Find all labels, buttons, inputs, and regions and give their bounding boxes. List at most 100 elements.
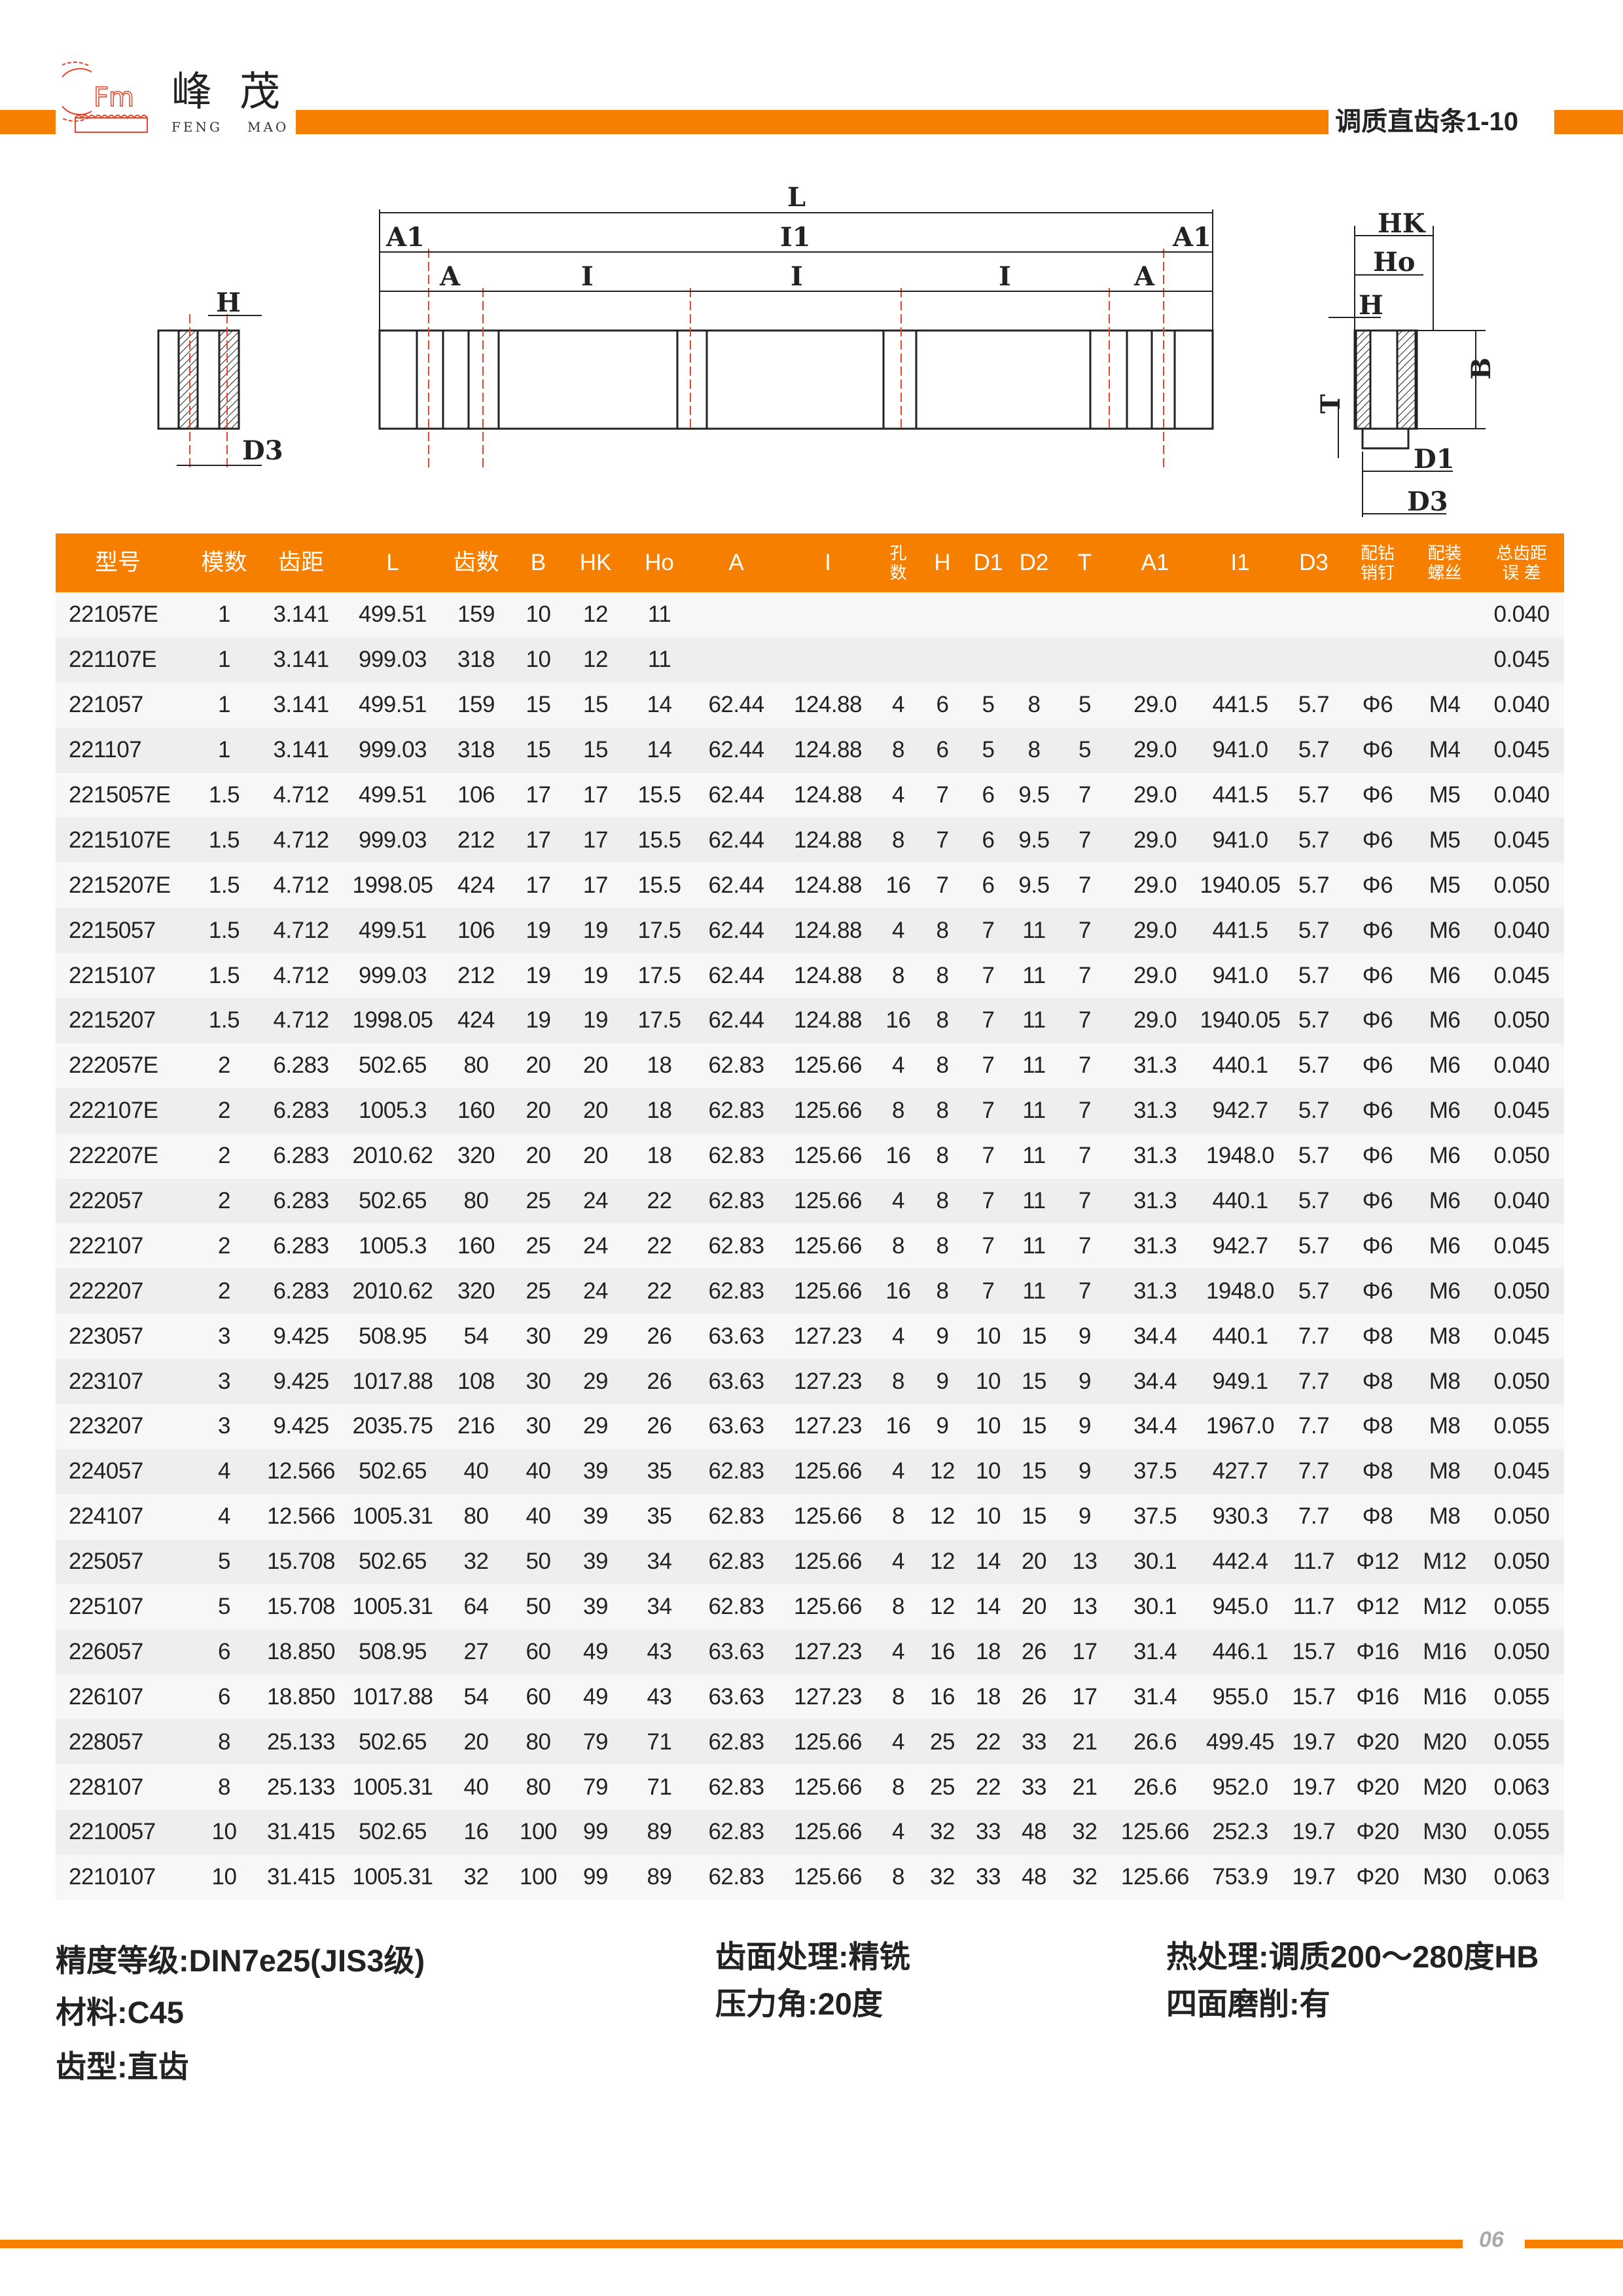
table-row: 2215207E 1.5 4.712 1998.05 424 17 17 15.5 62.44 1…: [56, 863, 1564, 908]
table-cell: 7: [1057, 1268, 1113, 1314]
table-cell: 4: [877, 772, 919, 818]
table-cell: M6: [1410, 908, 1479, 954]
model-number-cell: 2215207: [56, 998, 190, 1043]
table-cell: 22: [625, 1268, 694, 1314]
table-cell: [1410, 592, 1479, 637]
table-cell: 0.040: [1479, 908, 1564, 954]
table-cell: M6: [1410, 1223, 1479, 1269]
table-cell: 17: [1057, 1629, 1113, 1675]
table-cell: 4: [190, 1494, 259, 1539]
table-cell: 20: [510, 1088, 566, 1134]
table-cell: 125.66: [779, 1494, 877, 1539]
table-cell: 0.040: [1479, 1043, 1564, 1088]
table-cell: Φ6: [1345, 1178, 1410, 1224]
table-cell: 10: [190, 1810, 259, 1855]
table-cell: Φ20: [1345, 1765, 1410, 1810]
table-cell: 15.708: [259, 1539, 344, 1585]
table-cell: 16: [919, 1629, 965, 1675]
model-number-cell: 224107: [56, 1494, 190, 1539]
table-cell: 1940.05: [1198, 998, 1283, 1043]
table-cell: 7: [965, 1043, 1011, 1088]
table-cell: Φ8: [1345, 1494, 1410, 1539]
table-cell: 20: [1011, 1584, 1057, 1630]
table-cell: 39: [566, 1539, 625, 1585]
table-cell: 62.83: [694, 1719, 779, 1765]
table-cell: 19.7: [1283, 1854, 1345, 1900]
dim-label-a1-right: A1: [1172, 222, 1211, 253]
table-cell: 4: [877, 1539, 919, 1585]
table-cell: 9: [1057, 1494, 1113, 1539]
table-cell: 4.712: [259, 953, 344, 999]
table-cell: 16: [919, 1674, 965, 1720]
table-cell: M16: [1410, 1674, 1479, 1720]
column-header: D2: [1011, 533, 1057, 592]
table-cell: 125.66: [779, 1223, 877, 1269]
table-cell: 19: [566, 998, 625, 1043]
model-number-cell: 228057: [56, 1719, 190, 1765]
table-cell: 1940.05: [1198, 863, 1283, 908]
table-cell: 6: [965, 817, 1011, 863]
table-cell: 5.7: [1283, 727, 1345, 773]
table-cell: 79: [566, 1765, 625, 1810]
table-cell: 2: [190, 1268, 259, 1314]
table-cell: 8: [919, 998, 965, 1043]
table-cell: 6.283: [259, 1268, 344, 1314]
table-cell: 5.7: [1283, 908, 1345, 954]
table-cell: 33: [1011, 1719, 1057, 1765]
table-cell: 10: [965, 1314, 1011, 1359]
table-cell: 49: [566, 1674, 625, 1720]
table-cell: 48: [1011, 1854, 1057, 1900]
table-cell: M6: [1410, 953, 1479, 999]
table-cell: 18: [965, 1674, 1011, 1720]
table-cell: 80: [442, 1494, 510, 1539]
table-cell: 124.88: [779, 817, 877, 863]
table-row: 221107 1 3.141 999.03 318 15 15 14 62.44 124.88 8 6…: [56, 727, 1564, 773]
table-cell: 15: [510, 682, 566, 728]
table-cell: 10: [190, 1854, 259, 1900]
dim-label-d3-right: D3: [1407, 486, 1448, 517]
table-cell: 11: [1011, 1223, 1057, 1269]
table-cell: 7: [965, 908, 1011, 954]
table-cell: 124.88: [779, 908, 877, 954]
table-cell: [1410, 637, 1479, 683]
column-header: B: [510, 533, 566, 592]
table-cell: M8: [1410, 1404, 1479, 1449]
table-cell: 62.83: [694, 1810, 779, 1855]
table-cell: 39: [566, 1448, 625, 1494]
table-cell: 125.66: [779, 1088, 877, 1134]
table-cell: 8: [877, 727, 919, 773]
table-cell: 4.712: [259, 908, 344, 954]
table-cell: 29: [566, 1359, 625, 1405]
table-cell: 930.3: [1198, 1494, 1283, 1539]
svg-text:Fm: Fm: [94, 82, 134, 113]
table-cell: 32: [442, 1539, 510, 1585]
table-cell: 0.055: [1479, 1719, 1564, 1765]
table-cell: 0.045: [1479, 817, 1564, 863]
model-number-cell: 223057: [56, 1314, 190, 1359]
table-cell: 9.5: [1011, 772, 1057, 818]
table-cell: 33: [1011, 1765, 1057, 1810]
table-cell: Φ12: [1345, 1539, 1410, 1585]
column-header: 齿距: [259, 533, 344, 592]
table-cell: 14: [625, 682, 694, 728]
table-row: 226057 6 18.850 508.95 27 60 49 43 63.63 127.23 4 1…: [56, 1629, 1564, 1675]
table-cell: 34.4: [1113, 1359, 1198, 1405]
table-cell: 62.83: [694, 1448, 779, 1494]
table-cell: [965, 592, 1011, 637]
table-cell: [694, 592, 779, 637]
model-number-cell: 222107: [56, 1223, 190, 1269]
table-cell: 2: [190, 1043, 259, 1088]
table-cell: 3.141: [259, 637, 344, 683]
table-cell: 49: [566, 1629, 625, 1675]
model-number-cell: 2215057: [56, 908, 190, 954]
table-cell: 22: [965, 1719, 1011, 1765]
model-number-cell: 226107: [56, 1674, 190, 1720]
table-cell: Φ16: [1345, 1629, 1410, 1675]
table-cell: 5.7: [1283, 1043, 1345, 1088]
table-cell: 25: [510, 1268, 566, 1314]
table-cell: 2010.62: [344, 1133, 442, 1179]
table-cell: 31.4: [1113, 1629, 1198, 1675]
table-cell: 127.23: [779, 1674, 877, 1720]
table-cell: 8: [190, 1765, 259, 1810]
table-cell: 502.65: [344, 1810, 442, 1855]
